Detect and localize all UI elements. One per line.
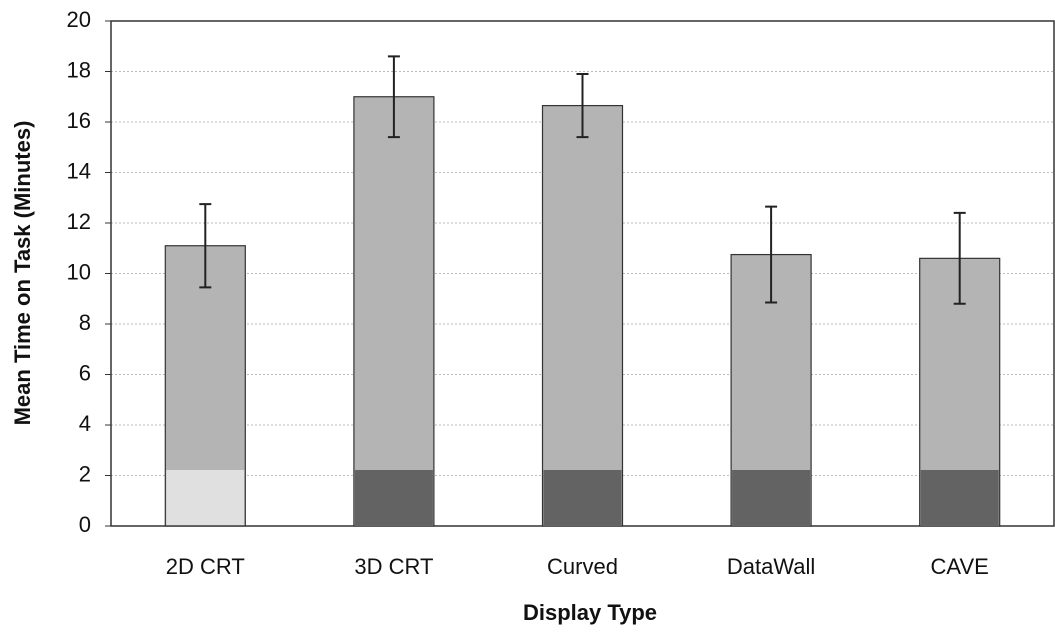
x-tick-label: 3D CRT [354, 554, 433, 579]
y-tick-label: 12 [67, 209, 91, 234]
x-tick-label: Curved [547, 554, 618, 579]
y-tick-label: 10 [67, 259, 91, 284]
y-tick-label: 4 [79, 411, 91, 436]
y-tick-label: 6 [79, 360, 91, 385]
chart: Display Type Mean Time on Task (Minutes)… [0, 0, 1055, 632]
y-tick-label: 0 [79, 512, 91, 537]
y-tick-label: 16 [67, 108, 91, 133]
y-tick-label: 20 [67, 7, 91, 32]
y-axis-label: Mean Time on Task (Minutes) [10, 121, 35, 426]
x-tick-label: 2D CRT [166, 554, 245, 579]
thumbnail [732, 470, 810, 525]
y-tick-label: 8 [79, 310, 91, 335]
y-tick-label: 2 [79, 461, 91, 486]
y-tick-label: 14 [67, 158, 91, 183]
x-tick-label: DataWall [727, 554, 815, 579]
y-tick-label: 18 [67, 57, 91, 82]
thumbnail [544, 470, 622, 525]
thumbnail [166, 470, 244, 525]
thumbnail [921, 470, 999, 525]
x-tick-label: CAVE [931, 554, 989, 579]
bar [543, 106, 623, 526]
thumbnail [355, 470, 433, 525]
x-axis-label: Display Type [523, 600, 657, 625]
bar [354, 97, 434, 526]
